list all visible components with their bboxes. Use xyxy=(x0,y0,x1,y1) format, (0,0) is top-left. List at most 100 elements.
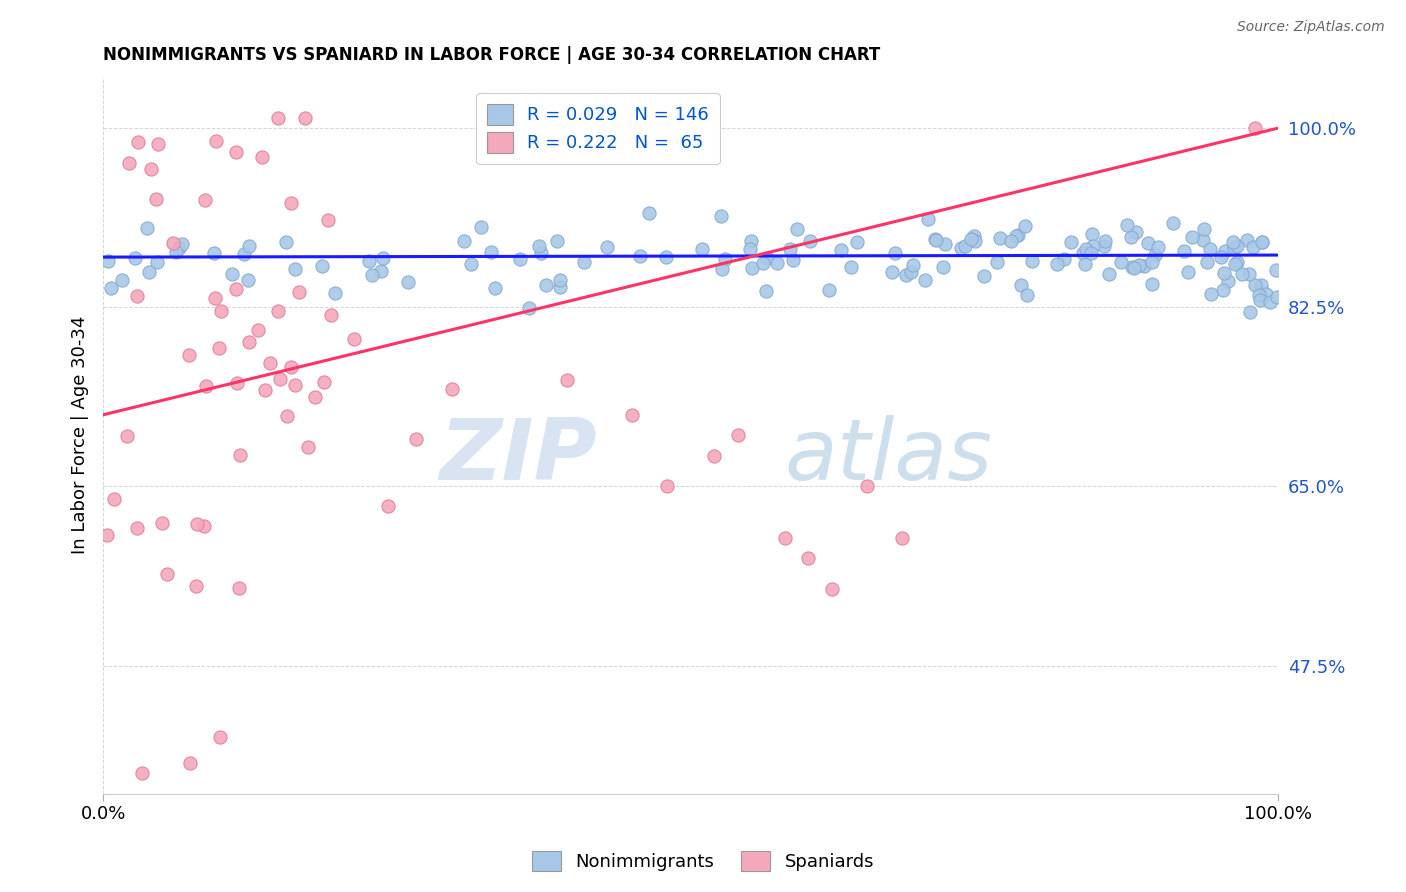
Point xyxy=(484,281,506,295)
Point xyxy=(361,268,384,282)
Point xyxy=(894,268,917,282)
Point xyxy=(1007,228,1029,243)
Point xyxy=(103,491,125,506)
Point xyxy=(179,756,201,770)
Point xyxy=(830,243,852,257)
Point xyxy=(1192,221,1215,235)
Point xyxy=(548,280,571,294)
Point xyxy=(1119,230,1142,244)
Point xyxy=(711,262,734,277)
Point xyxy=(509,252,531,266)
Point xyxy=(1243,121,1265,136)
Point xyxy=(1241,240,1264,254)
Point xyxy=(1230,268,1253,282)
Point xyxy=(359,253,381,268)
Point xyxy=(136,220,159,235)
Point xyxy=(960,232,983,246)
Point xyxy=(1140,255,1163,269)
Point xyxy=(441,383,464,397)
Point xyxy=(131,766,153,780)
Point xyxy=(953,239,976,253)
Point xyxy=(1071,245,1094,260)
Point xyxy=(274,235,297,249)
Point xyxy=(1081,227,1104,241)
Point xyxy=(276,409,298,423)
Point xyxy=(713,252,735,266)
Point xyxy=(530,246,553,260)
Point xyxy=(925,233,948,247)
Point xyxy=(267,303,290,318)
Point xyxy=(756,252,779,266)
Point xyxy=(988,231,1011,245)
Point xyxy=(1244,278,1267,293)
Text: ZIP: ZIP xyxy=(439,416,596,499)
Point xyxy=(740,235,762,249)
Point xyxy=(1000,235,1022,249)
Point xyxy=(236,273,259,287)
Point xyxy=(1199,286,1222,301)
Point xyxy=(460,257,482,271)
Point xyxy=(229,448,252,462)
Point xyxy=(1147,240,1170,254)
Point xyxy=(755,284,778,298)
Point xyxy=(900,264,922,278)
Point xyxy=(238,239,260,253)
Point xyxy=(316,212,339,227)
Point xyxy=(186,517,208,532)
Point xyxy=(1128,258,1150,272)
Point xyxy=(820,582,842,596)
Point xyxy=(208,341,231,355)
Point xyxy=(1250,235,1272,249)
Point xyxy=(752,256,775,270)
Point xyxy=(202,246,225,260)
Point xyxy=(165,244,187,259)
Point xyxy=(740,242,762,256)
Point xyxy=(253,383,276,397)
Point xyxy=(1239,304,1261,318)
Point xyxy=(323,285,346,300)
Point xyxy=(321,309,343,323)
Point xyxy=(1192,233,1215,247)
Point xyxy=(1081,238,1104,252)
Point xyxy=(638,206,661,220)
Point xyxy=(287,285,309,299)
Text: atlas: atlas xyxy=(785,416,993,499)
Point xyxy=(1254,286,1277,301)
Point xyxy=(620,408,643,422)
Point xyxy=(546,234,568,248)
Point xyxy=(284,378,307,392)
Point xyxy=(1125,225,1147,239)
Point xyxy=(986,255,1008,269)
Point xyxy=(841,260,863,274)
Point xyxy=(1015,287,1038,301)
Point xyxy=(692,242,714,256)
Point xyxy=(1123,261,1146,276)
Point xyxy=(1144,247,1167,261)
Point xyxy=(1005,228,1028,243)
Point xyxy=(917,212,939,227)
Point xyxy=(225,145,247,159)
Point xyxy=(396,275,419,289)
Point xyxy=(304,390,326,404)
Point xyxy=(1060,235,1083,249)
Point xyxy=(125,521,148,535)
Point xyxy=(1250,278,1272,293)
Point xyxy=(453,234,475,248)
Point xyxy=(924,232,946,246)
Point xyxy=(727,428,749,442)
Point xyxy=(797,551,820,566)
Point xyxy=(1140,277,1163,291)
Point xyxy=(973,268,995,283)
Point xyxy=(280,359,302,374)
Point xyxy=(655,250,678,264)
Text: NONIMMIGRANTS VS SPANIARD IN LABOR FORCE | AGE 30-34 CORRELATION CHART: NONIMMIGRANTS VS SPANIARD IN LABOR FORCE… xyxy=(103,46,880,64)
Point xyxy=(572,255,595,269)
Point xyxy=(1181,230,1204,244)
Point xyxy=(766,255,789,269)
Point xyxy=(932,260,955,274)
Point xyxy=(170,237,193,252)
Point xyxy=(118,155,141,169)
Point xyxy=(146,255,169,269)
Point xyxy=(846,235,869,250)
Point xyxy=(799,234,821,248)
